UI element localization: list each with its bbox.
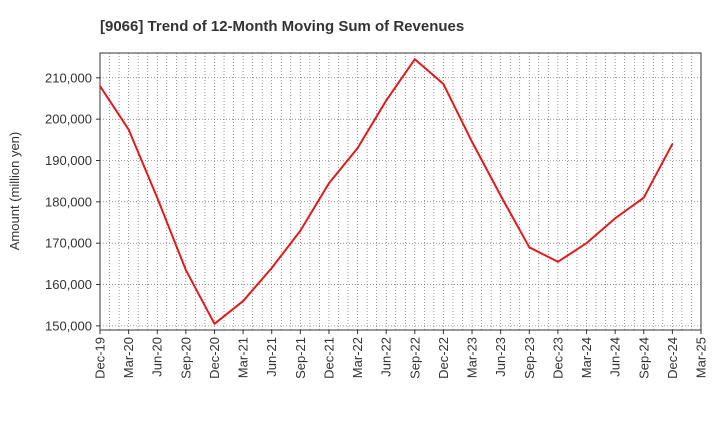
x-tick-label: Mar-22 (350, 337, 365, 378)
data-point (185, 269, 187, 271)
data-point (156, 196, 159, 199)
x-tick-label: Dec-19 (93, 337, 108, 379)
data-point (356, 147, 359, 149)
x-tick-label: Jun-21 (264, 337, 279, 377)
x-tick-label: Jun-24 (608, 337, 623, 377)
data-point (385, 99, 387, 102)
data-point (499, 194, 502, 197)
x-tick-label: Jun-20 (150, 337, 165, 377)
data-point (299, 229, 302, 232)
x-tick-label: Dec-20 (207, 337, 222, 379)
x-tick-label: Mar-24 (579, 337, 594, 378)
y-tick-label: 190,000 (45, 153, 92, 168)
data-point (328, 182, 330, 185)
x-tick-label: Jun-23 (493, 337, 508, 377)
x-tick-label: Dec-23 (550, 337, 565, 379)
x-tick-label: Sep-24 (636, 337, 651, 379)
y-tick-label: 180,000 (45, 194, 92, 209)
data-point (557, 260, 559, 263)
x-tick-label: Sep-23 (522, 337, 537, 379)
y-tick-label: 210,000 (45, 70, 92, 85)
x-tick-label: Dec-21 (321, 337, 336, 379)
y-tick-label: 170,000 (45, 236, 92, 251)
data-point (270, 267, 273, 269)
y-tick-label: 150,000 (45, 318, 92, 333)
x-tick-label: Sep-22 (407, 337, 422, 379)
grid (99, 53, 702, 330)
data-point (585, 242, 588, 244)
chart-title: [9066] Trend of 12-Month Moving Sum of R… (100, 18, 464, 35)
y-tick-label: 160,000 (45, 277, 92, 292)
data-point (614, 217, 616, 220)
data-point (127, 128, 130, 131)
x-tick-label: Mar-23 (465, 337, 480, 378)
x-tick-label: Dec-22 (436, 337, 451, 379)
x-tick-label: Jun-22 (379, 337, 394, 377)
data-point (471, 141, 473, 143)
y-tick-label: 200,000 (45, 112, 92, 127)
data-point (528, 246, 531, 249)
x-tick-label: Dec-24 (665, 337, 680, 379)
data-point (642, 196, 645, 199)
y-axis-label: Amount (million yen) (7, 132, 22, 251)
axes: 150,000 160,000 170,000 180,000 190,000 200,0… (45, 52, 709, 379)
data-point (442, 83, 445, 85)
data-point (671, 143, 674, 145)
data-point (242, 300, 244, 302)
data-point (213, 322, 216, 325)
plot-frame (99, 52, 702, 331)
x-tick-label: Sep-21 (293, 337, 308, 379)
x-tick-label: Mar-25 (694, 337, 709, 378)
data-point (99, 85, 101, 87)
x-tick-label: Mar-21 (236, 337, 251, 378)
series-layer (99, 58, 674, 325)
x-tick-label: Mar-20 (121, 337, 136, 378)
x-tick-label: Sep-20 (178, 337, 193, 379)
data-point (414, 58, 416, 61)
